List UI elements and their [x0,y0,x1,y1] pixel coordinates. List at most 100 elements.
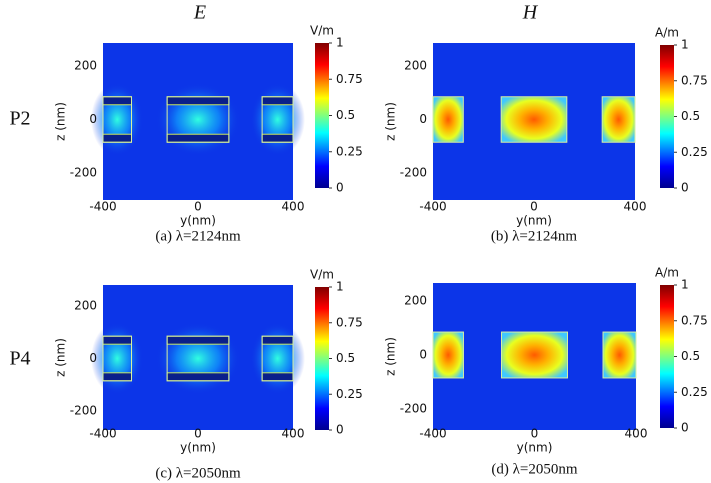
colorbar [315,43,329,188]
field-map [432,43,636,200]
y-tick-label: 200 [404,59,427,73]
plate [261,335,294,345]
caption: (c) λ=2050nm [155,465,241,481]
block-outline [432,96,464,143]
plate [166,96,230,106]
x-tick-label: 0 [530,200,538,214]
colorbar-tick-label: 1 [681,38,689,52]
colorbar-tick-label: 0.5 [336,351,355,365]
y-tick-label: 0 [419,348,427,362]
x-tick-label: -400 [89,200,116,214]
plate [102,133,132,143]
y-axis-label: z (nm) [384,337,398,376]
x-tick-label: -400 [419,200,446,214]
y-tick-label: -200 [400,402,427,416]
field-map [91,43,305,200]
x-axis-label: y(nm) [516,214,552,228]
block-outline [166,335,230,382]
x-tick-label: -400 [419,427,446,441]
x-axis-label: y(nm) [517,441,553,455]
colorbar-tick-label: 0.75 [336,72,363,86]
y-tick-label: -200 [70,404,97,418]
field-hotspot [433,332,464,378]
y-axis-label: z (nm) [54,102,68,141]
y-tick-label: -200 [400,166,427,180]
colorbar-tick-label: 0 [681,181,689,195]
field-hotspot [603,332,636,378]
field-hotspot [602,96,635,143]
colorbar-tick-label: 0 [336,181,344,195]
column-header: E [193,2,206,24]
plate [102,96,132,106]
block-outline [261,335,294,382]
colorbar-tick-label: 1 [336,36,344,50]
block-outline [102,335,132,382]
x-tick-label: 0 [194,200,202,214]
plate [102,335,132,345]
colorbar-tick-label: 0 [336,423,344,437]
block-outline [500,96,568,143]
x-tick-label: 400 [282,200,305,214]
colorbar-tick-label: 1 [336,280,344,294]
x-tick-label: 400 [624,200,647,214]
x-tick-label: 0 [194,427,202,441]
block-outline [432,331,464,379]
plate [102,372,132,382]
caption: (b) λ=2124nm [491,228,577,244]
field-glow [91,322,144,395]
colorbar-unit: V/m [310,24,334,38]
row-label: P2 [9,108,30,130]
plate [261,96,294,106]
field-hotspot [433,96,464,143]
y-tick-label: 0 [89,351,97,365]
column-header: H [522,2,539,24]
block-outline [601,96,636,143]
colorbar [660,45,674,188]
y-tick-label: 200 [74,59,97,73]
colorbar-tick-label: 0.25 [336,144,363,158]
y-tick-label: -200 [70,166,97,180]
colorbar-tick-label: 0.5 [336,108,355,122]
field-hotspot [501,96,567,143]
colorbar-tick-label: 0.5 [681,349,700,363]
plate [166,335,230,345]
field-map [91,285,305,430]
x-tick-label: 0 [531,427,539,441]
caption: (d) λ=2050nm [491,461,577,477]
field-glow [250,82,305,157]
block-outline [102,96,132,143]
colorbar-unit: V/m [310,268,334,282]
y-tick-label: 200 [404,294,427,308]
colorbar-tick-label: 0.75 [336,315,363,329]
x-axis-label: y(nm) [180,441,216,455]
colorbar-tick-label: 0.25 [681,385,708,399]
colorbar-tick-label: 0.75 [681,313,708,327]
y-axis-label: z (nm) [54,338,68,377]
colorbar [315,287,329,430]
field-map [432,283,637,430]
colorbar-tick-label: 1 [681,278,689,292]
row-label: P4 [9,348,30,370]
colorbar-tick-label: 0.75 [681,73,708,87]
colorbar [660,285,674,428]
field-glow [91,82,144,157]
caption: (a) λ=2124nm [155,228,241,244]
field-glow [250,322,305,395]
y-axis-label: z (nm) [384,102,398,141]
colorbar-tick-label: 0.25 [336,387,363,401]
x-tick-label: -400 [89,427,116,441]
x-axis-label: y(nm) [180,214,216,228]
y-tick-label: 0 [89,112,97,126]
plate [166,133,230,143]
block-outline [602,331,637,379]
plate [166,372,230,382]
field-glow [155,82,241,157]
y-tick-label: 200 [74,299,97,313]
field-glow [155,322,241,395]
colorbar-unit: A/m [655,26,679,40]
colorbar-unit: A/m [655,266,679,280]
plate [261,133,294,143]
field-hotspot [501,332,568,378]
plate [261,372,294,382]
